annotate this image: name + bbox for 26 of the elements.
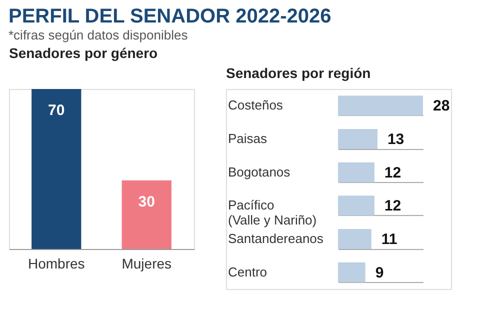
bar [338,129,378,149]
bar [338,196,374,216]
data-label: 12 [384,198,402,215]
data-label: 28 [433,98,450,115]
bar [338,96,423,116]
bar [338,162,374,182]
data-label: 11 [381,231,398,248]
data-label: 30 [138,193,155,210]
chart-title: Senadores por región [226,65,371,81]
data-label: 9 [375,264,384,282]
y-tick-label: Costeños [228,98,284,113]
data-label: 70 [48,102,65,119]
y-tick-label: Paisas [228,131,268,146]
y-tick-label: Centro [228,264,268,280]
y-tick-label: Pacífico (Valle y Nariño) [228,198,317,228]
chart-subtitle: *cifras según datos disponibles [8,28,188,42]
x-tick-label: Hombres [28,256,85,272]
data-label: 13 [387,131,404,148]
y-tick-label: Bogotanos [228,164,291,180]
bar [338,229,372,249]
chart-title: PERFIL DEL SENADOR 2022-2026 [8,6,332,28]
bar [338,262,366,282]
x-tick-label: Mujeres [122,256,172,272]
text: Senadores por género [9,45,158,61]
data-label: 12 [384,164,402,182]
y-tick-label: Santandereanos [228,231,324,246]
